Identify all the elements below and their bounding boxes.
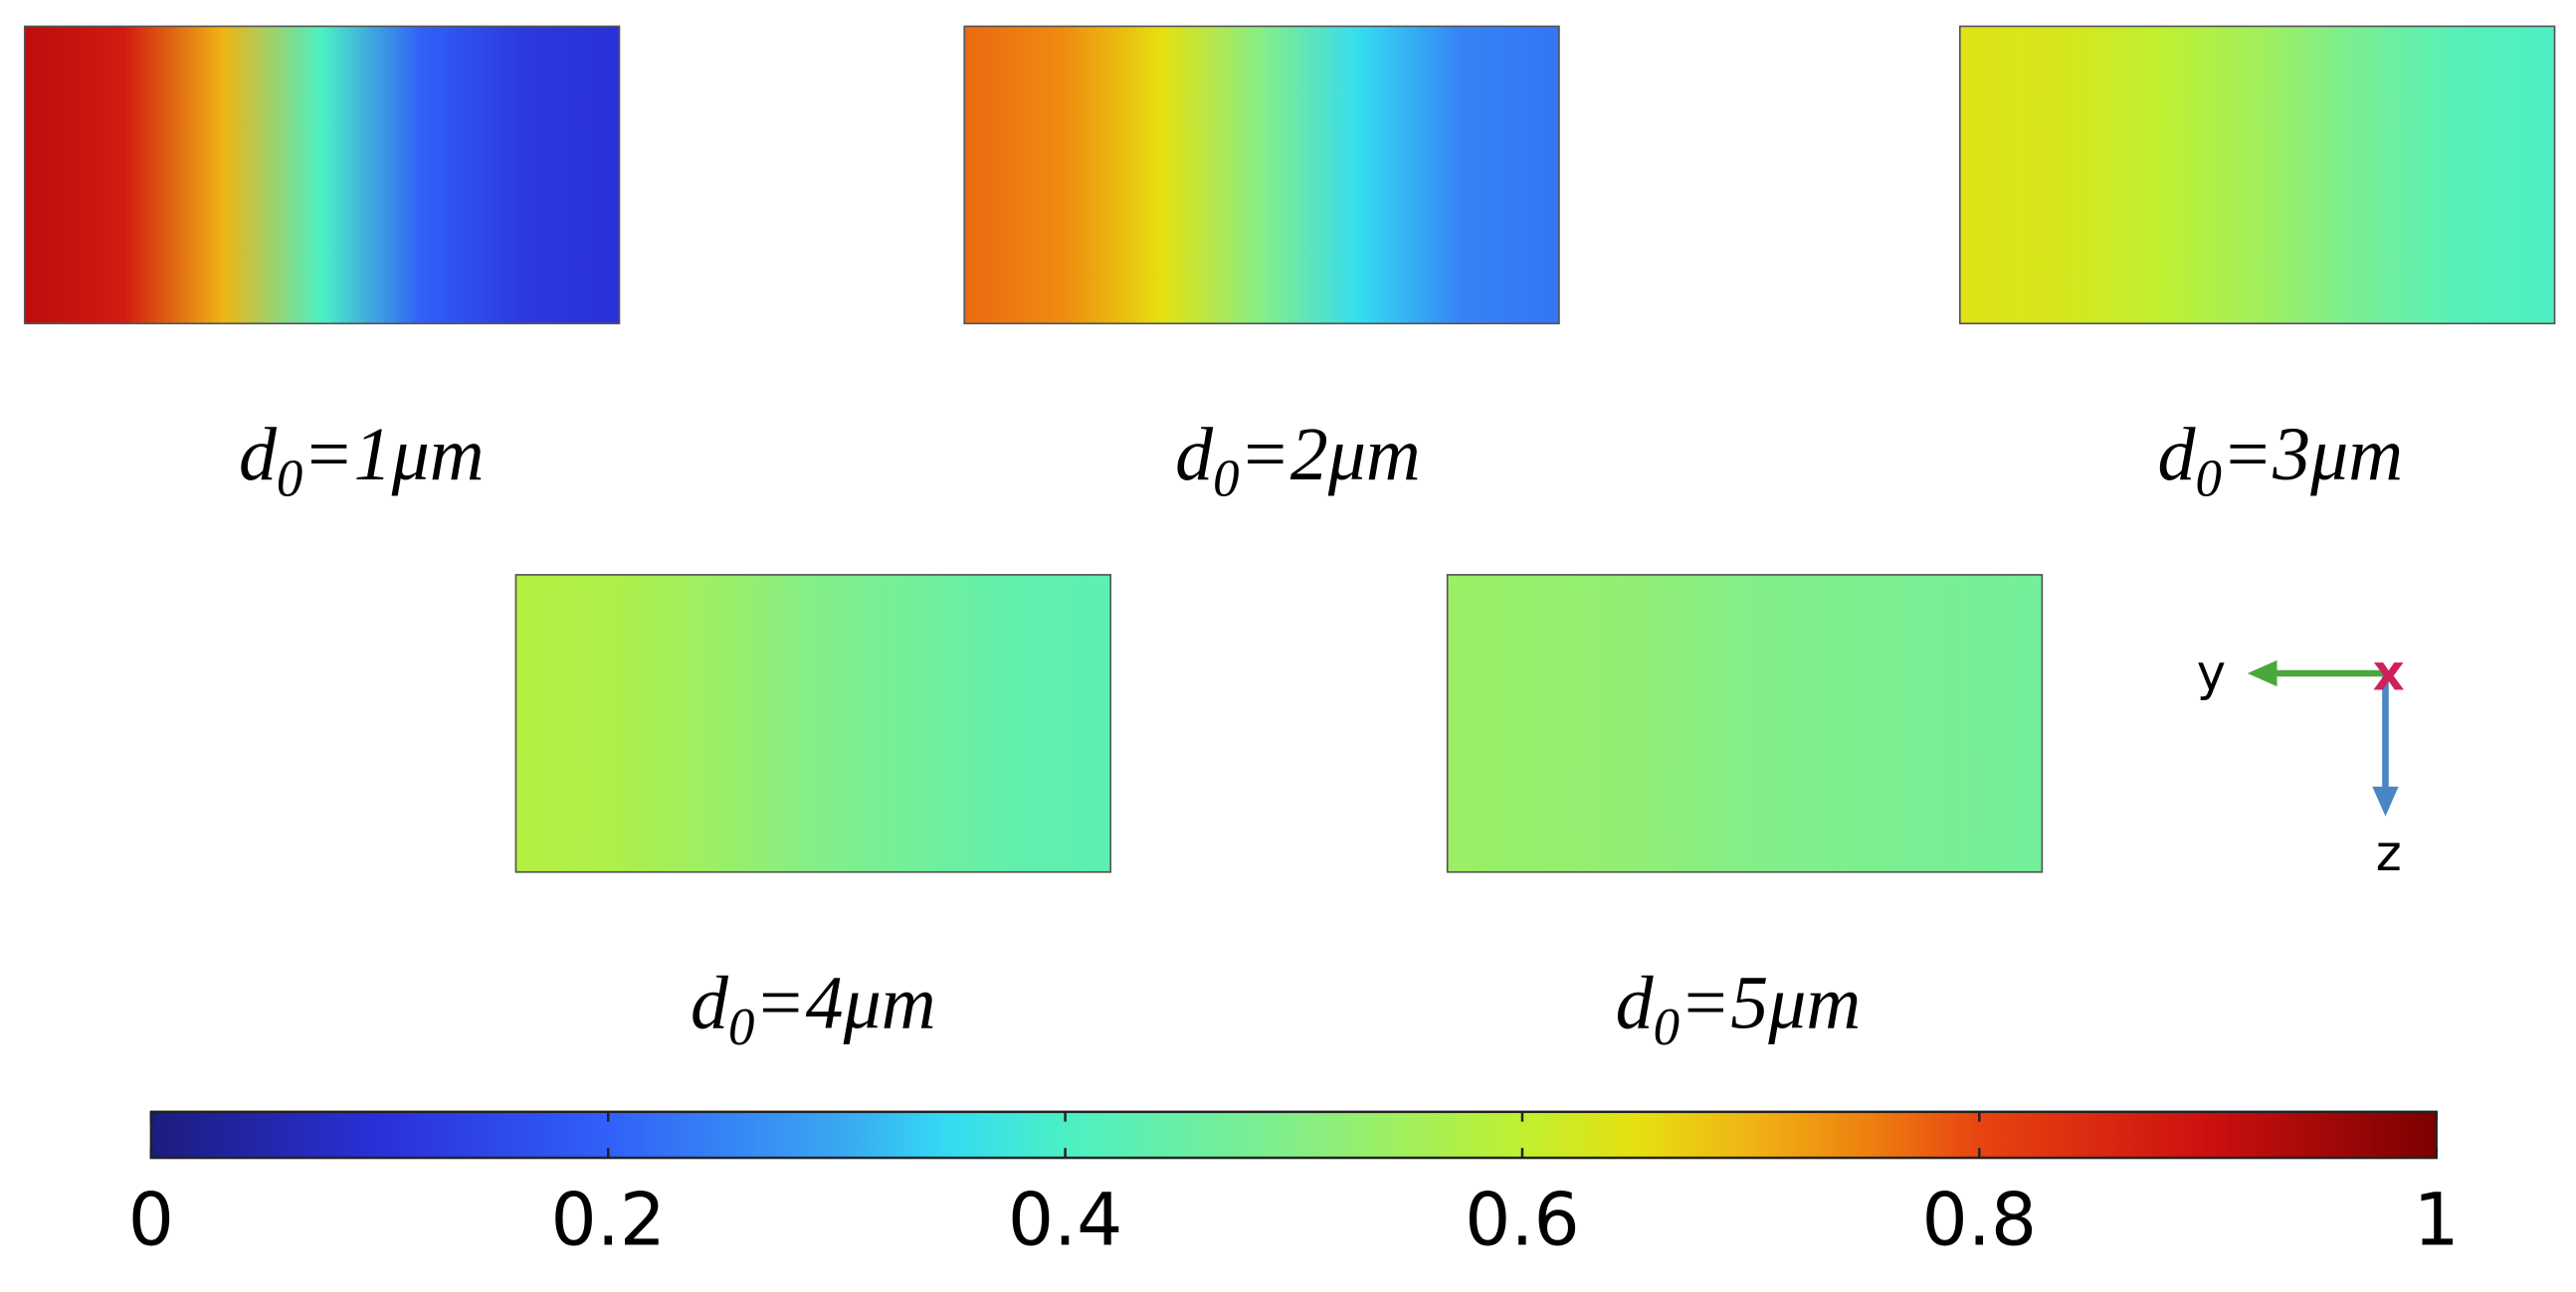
field-panel [1446, 574, 2044, 873]
z-arrowhead [2372, 786, 2399, 817]
label-sub: 0 [728, 999, 754, 1056]
x-label: x [2373, 645, 2405, 702]
label-sub: 0 [1213, 451, 1239, 508]
label-rest: =1μm [302, 413, 484, 496]
field-panel [514, 574, 1112, 873]
label-rest: =4μm [754, 962, 935, 1045]
label-base: d [239, 413, 278, 496]
tick-label: 0.8 [1922, 1180, 2038, 1263]
field-panel [23, 25, 621, 325]
y-arrowhead [2247, 659, 2278, 687]
tick-label: 0.4 [1008, 1180, 1123, 1263]
label-base: d [1175, 413, 1214, 496]
field-panel [1958, 25, 2556, 325]
z-label: z [2376, 825, 2402, 882]
label-rest: =2μm [1240, 413, 1421, 496]
label-base: d [691, 962, 729, 1045]
label-base: d [2158, 413, 2197, 496]
tick-label: 0.2 [550, 1180, 666, 1263]
label-sub: 0 [2195, 451, 2221, 508]
label-sub: 0 [1654, 999, 1680, 1056]
tick-label: 0.6 [1465, 1180, 1580, 1263]
label-base: d [1616, 962, 1655, 1045]
label-rest: =3μm [2222, 413, 2403, 496]
panel-label: d0=3μm [2158, 413, 2404, 508]
axes-icon: y x z [2197, 645, 2405, 883]
panel-label: d0=2μm [1175, 413, 1421, 508]
panel-label: d0=1μm [239, 413, 485, 508]
label-sub: 0 [277, 451, 302, 508]
colorbar [149, 1110, 2438, 1160]
label-rest: =5μm [1680, 962, 1861, 1045]
panel-label: d0=5μm [1616, 962, 1862, 1057]
field-panel [963, 25, 1560, 325]
tick-label: 0 [128, 1180, 174, 1263]
tick-label: 1 [2414, 1180, 2460, 1263]
y-label: y [2197, 645, 2226, 702]
panel-label: d0=4μm [691, 962, 936, 1057]
